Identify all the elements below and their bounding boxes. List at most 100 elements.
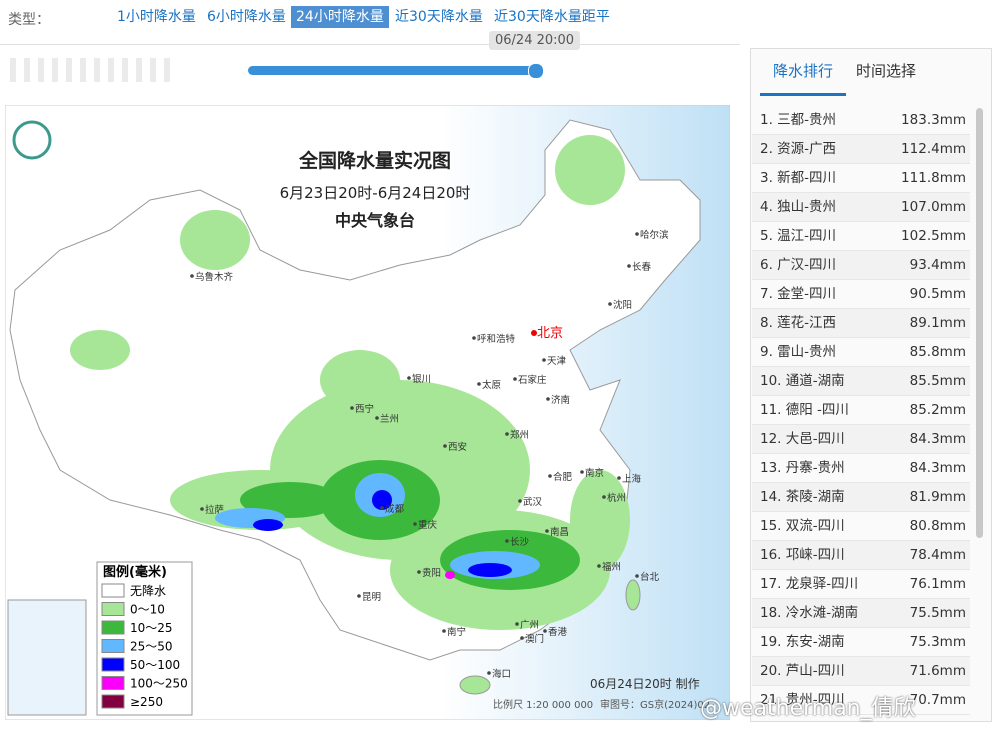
ranking-row[interactable]: 11. 德阳 -四川 85.2mm xyxy=(752,396,970,425)
city-label: 福州 xyxy=(602,561,621,573)
city-label: 南宁 xyxy=(447,626,466,638)
city-label: 武汉 xyxy=(523,496,543,508)
ranking-row[interactable]: 1. 三都-贵州 183.3mm xyxy=(752,106,970,135)
city-label: 杭州 xyxy=(607,492,626,504)
rain-amount: 183.3mm xyxy=(901,112,966,128)
ranking-tab[interactable]: 时间选择 xyxy=(856,62,917,80)
ranking-row[interactable]: 13. 丹寨-贵州 84.3mm xyxy=(752,454,970,483)
tab[interactable]: 近30天降水量 xyxy=(395,9,483,25)
rain-area xyxy=(445,571,455,579)
station-name: 12. 大邑-四川 xyxy=(760,431,845,447)
slider-track[interactable] xyxy=(248,66,538,75)
scale: 比例尺 1:20 000 000 xyxy=(493,698,593,711)
station-name: 14. 茶陵-湖南 xyxy=(760,489,845,505)
legend-label: 0～10 xyxy=(130,603,165,617)
city-dot xyxy=(505,432,509,436)
city-dot xyxy=(200,507,204,511)
tab[interactable]: 1小时降水量 xyxy=(117,9,196,25)
ranking-row[interactable]: 3. 新都-四川 111.8mm xyxy=(752,164,970,193)
city-label: 香港 xyxy=(548,626,568,638)
rain-amount: 102.5mm xyxy=(901,228,966,244)
city-label: 昆明 xyxy=(362,592,381,603)
city-dot xyxy=(635,574,639,578)
ranking-row[interactable]: 16. 邛崃-四川 78.4mm xyxy=(752,541,970,570)
rain-amount: 107.0mm xyxy=(901,199,966,215)
city-label: 成都 xyxy=(385,503,405,515)
ranking-row[interactable]: 15. 双流-四川 80.8mm xyxy=(752,512,970,541)
city-dot xyxy=(518,499,522,503)
city-dot xyxy=(520,636,524,640)
city-label: 郑州 xyxy=(510,429,529,441)
map-date: 6月23日20时-6月24日20时 xyxy=(280,184,471,202)
station-name: 8. 莲花-江西 xyxy=(760,315,837,331)
tab[interactable]: 近30天降水量距平 xyxy=(494,9,610,25)
tab-active[interactable]: 24小时降水量 xyxy=(291,6,389,28)
inset-map xyxy=(7,599,87,716)
ranking-row[interactable]: 18. 冷水滩-湖南 75.5mm xyxy=(752,599,970,628)
city-label: 合肥 xyxy=(553,471,573,483)
city-label: 海口 xyxy=(492,668,511,680)
ranking-row[interactable]: 21. 贵州-四川 70.7mm xyxy=(752,686,970,715)
ranking-row[interactable]: 14. 茶陵-湖南 81.9mm xyxy=(752,483,970,512)
ranking-row[interactable]: 6. 广汉-四川 93.4mm xyxy=(752,251,970,280)
type-label: 类型： xyxy=(8,12,50,28)
made-time: 06月24日20时 制作 xyxy=(590,677,700,691)
rain-amount: 84.3mm xyxy=(909,460,966,476)
legend-label: 50～100 xyxy=(130,658,180,672)
station-name: 19. 东安-湖南 xyxy=(760,634,845,650)
city-dot xyxy=(635,232,639,236)
city-dot xyxy=(380,506,384,510)
city-label: 重庆 xyxy=(418,519,438,531)
ranking-row[interactable]: 9. 雷山-贵州 85.8mm xyxy=(752,338,970,367)
station-name: 6. 广汉-四川 xyxy=(760,257,837,273)
city-dot xyxy=(472,336,476,340)
ranking-row[interactable]: 10. 通道-湖南 85.5mm xyxy=(752,367,970,396)
city-dot xyxy=(407,376,411,380)
city-dot xyxy=(602,495,606,499)
rain-amount: 75.3mm xyxy=(909,634,966,650)
city-label: 沈阳 xyxy=(613,299,632,311)
ranking-row[interactable]: 20. 芦山-四川 71.6mm xyxy=(752,657,970,686)
city-label: 台北 xyxy=(640,571,660,583)
ranking-row[interactable]: 8. 莲花-江西 89.1mm xyxy=(752,309,970,338)
city-label: 北京 xyxy=(537,326,563,341)
city-dot xyxy=(477,382,481,386)
rain-amount: 111.8mm xyxy=(901,170,966,186)
tab[interactable]: 6小时降水量 xyxy=(207,9,286,25)
rain-amount: 78.4mm xyxy=(909,547,966,563)
rain-amount: 85.2mm xyxy=(909,402,966,418)
city-label: 天津 xyxy=(547,356,567,367)
city-dot xyxy=(531,330,537,336)
ranking-row[interactable]: 5. 温江-四川 102.5mm xyxy=(752,222,970,251)
station-name: 17. 龙泉驿-四川 xyxy=(760,576,859,592)
legend-label: 10～25 xyxy=(130,621,173,635)
ranking-row[interactable]: 19. 东安-湖南 75.3mm xyxy=(752,628,970,657)
ranking-row[interactable]: 17. 龙泉驿-四川 76.1mm xyxy=(752,570,970,599)
rain-amount: 90.5mm xyxy=(909,286,966,302)
city-label: 拉萨 xyxy=(205,504,225,516)
blurred-text xyxy=(10,58,170,82)
city-dot xyxy=(580,470,584,474)
legend-swatch xyxy=(101,639,125,653)
slider-handle[interactable] xyxy=(528,63,544,79)
city-label: 广州 xyxy=(520,619,539,631)
city-label: 呼和浩特 xyxy=(477,333,516,345)
ranking-tab-active[interactable]: 降水排行 xyxy=(760,60,846,96)
city-label: 石家庄 xyxy=(518,374,547,386)
rain-amount: 84.3mm xyxy=(909,431,966,447)
city-dot xyxy=(413,522,417,526)
city-dot xyxy=(608,302,612,306)
ranking-row[interactable]: 7. 金堂-四川 90.5mm xyxy=(752,280,970,309)
ranking-row[interactable]: 2. 资源-广西 112.4mm xyxy=(752,135,970,164)
station-name: 3. 新都-四川 xyxy=(760,170,837,186)
city-label: 太原 xyxy=(482,379,501,391)
ranking-row[interactable]: 4. 独山-贵州 107.0mm xyxy=(752,193,970,222)
legend-swatch xyxy=(101,676,125,690)
city-dot xyxy=(505,539,509,543)
ranking-row[interactable]: 12. 大邑-四川 84.3mm xyxy=(752,425,970,454)
scrollbar[interactable] xyxy=(976,108,983,538)
legend-swatch xyxy=(101,657,125,672)
city-dot xyxy=(357,594,361,598)
city-dot xyxy=(546,397,550,401)
